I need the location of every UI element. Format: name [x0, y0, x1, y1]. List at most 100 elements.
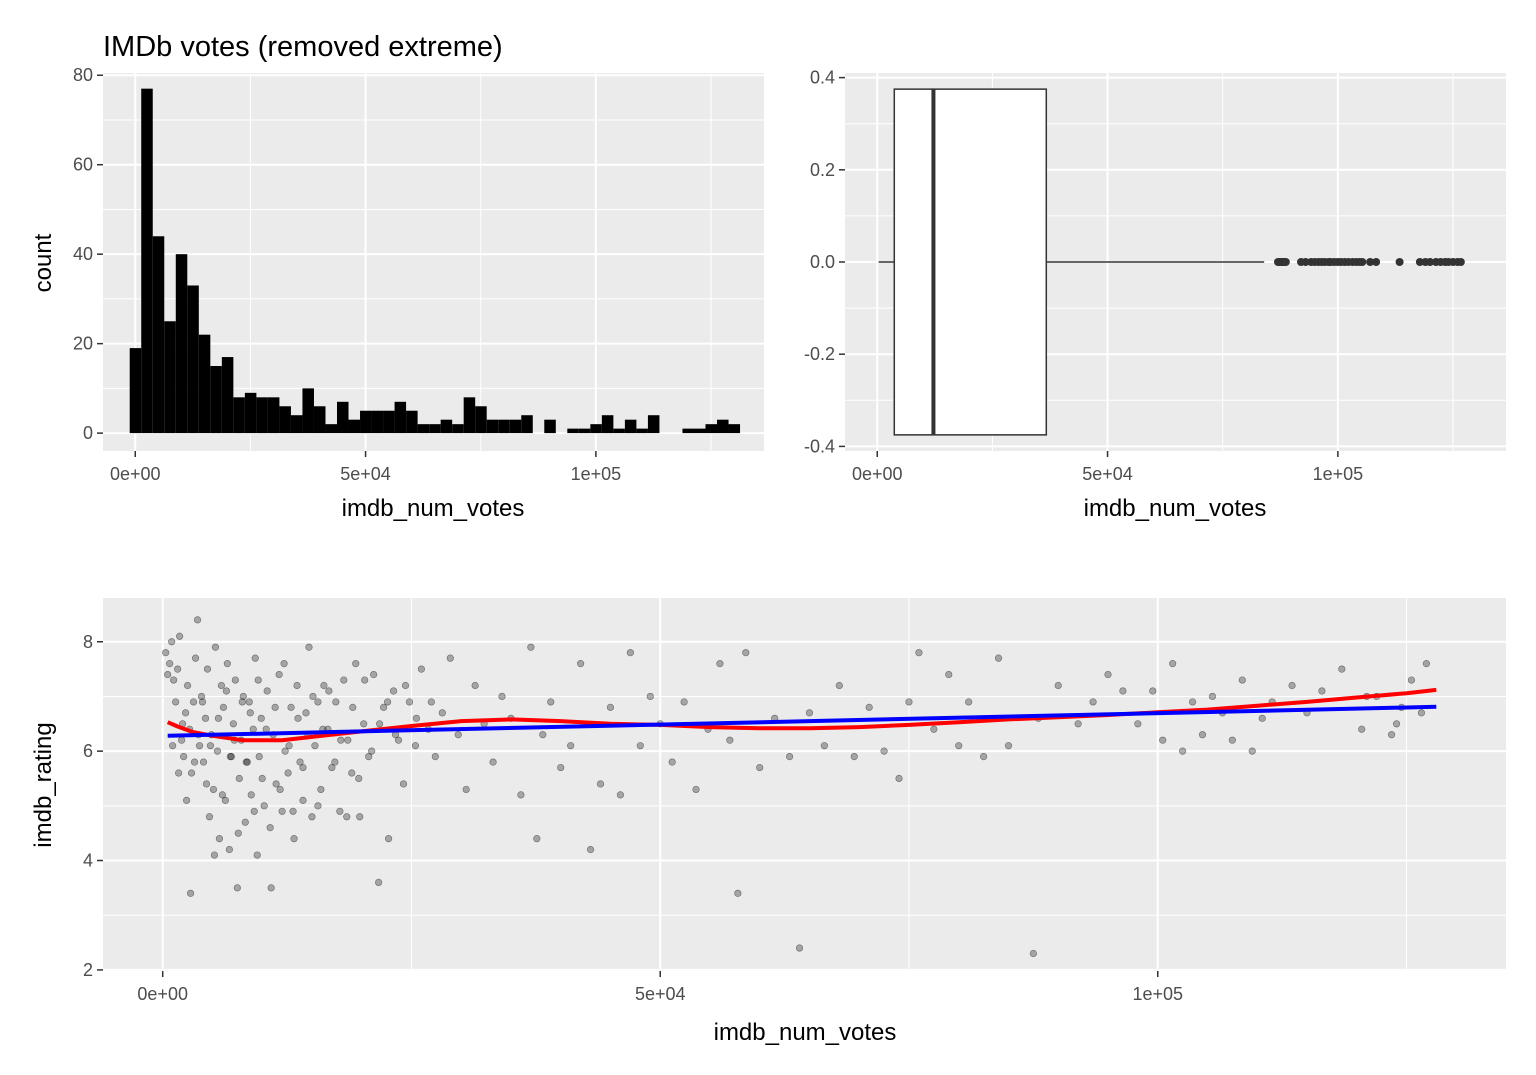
scatter-point — [328, 763, 336, 772]
y-tick-label: 0.0 — [810, 252, 835, 272]
scatter-point — [233, 884, 241, 892]
histogram-bar — [383, 410, 395, 434]
scatter-major-gridlines — [103, 598, 1506, 971]
outlier-point — [1395, 258, 1404, 266]
scatter-panel: 2 4 6 8 0e+00 5e+04 1e+05 imdb_num_votes imdb… — [30, 598, 1506, 1046]
scatter-point — [239, 692, 247, 701]
scatter-point — [166, 660, 174, 668]
outlier-point — [1415, 258, 1424, 266]
scatter-point — [383, 698, 392, 706]
scatter-point — [348, 769, 356, 777]
scatter-point — [1338, 665, 1346, 673]
histogram-bar — [440, 419, 453, 434]
x-tick-label: 1e+05 — [1313, 464, 1364, 484]
histogram-bar — [244, 392, 257, 434]
scatter-point — [539, 731, 547, 739]
boxplot-y-ticks: -0.4 -0.2 0.0 0.2 0.4 — [804, 68, 845, 456]
scatter-point — [344, 736, 352, 744]
outlier-point — [1358, 258, 1367, 266]
scatter-point — [302, 709, 310, 717]
histogram-bar — [509, 419, 522, 434]
y-tick-label: 0.2 — [810, 160, 835, 180]
scatter-point — [249, 725, 257, 733]
scatter-point — [446, 654, 454, 662]
scatter-point — [668, 758, 676, 766]
histogram-bars — [129, 88, 741, 434]
histogram-bar — [129, 348, 142, 434]
histogram-minor-gridlines — [103, 73, 764, 451]
scatter-point — [915, 649, 923, 657]
scatter-point — [214, 714, 223, 722]
scatter-point — [489, 758, 497, 766]
scatter-point — [726, 736, 734, 744]
y-tick-label: 6 — [83, 741, 93, 761]
y-tick-label: 80 — [73, 65, 93, 85]
histogram-y-axis-title: count — [30, 233, 57, 292]
scatter-point — [376, 720, 384, 728]
scatter-point — [360, 720, 368, 728]
scatter-point — [231, 676, 239, 684]
scatter-smooth-lines — [166, 687, 1437, 743]
scatter-point — [394, 736, 403, 744]
scatter-point — [226, 753, 234, 761]
scatter-point — [222, 687, 230, 695]
scatter-point — [1318, 687, 1326, 695]
scatter-point — [255, 753, 263, 761]
histogram-bar — [221, 357, 234, 434]
scatter-point — [206, 742, 215, 750]
y-tick-label: -0.2 — [804, 344, 835, 364]
scatter-point — [164, 670, 172, 679]
histogram-bar — [175, 254, 188, 434]
scatter-point — [325, 687, 333, 695]
histogram-bar — [578, 428, 591, 434]
histogram-bar — [475, 406, 487, 434]
scatter-point — [1288, 681, 1296, 690]
histogram-bar — [141, 88, 153, 434]
scatter-point — [243, 758, 251, 766]
x-tick-label: 5e+04 — [340, 464, 391, 484]
y-tick-label: 20 — [73, 334, 93, 354]
scatter-point — [384, 835, 393, 843]
scatter-point — [352, 660, 360, 668]
scatter-point — [454, 731, 462, 739]
histogram-bar — [336, 401, 349, 434]
histogram-bar — [152, 236, 165, 434]
scatter-point — [716, 660, 724, 668]
scatter-point — [169, 742, 177, 750]
scatter-point — [293, 681, 301, 690]
scatter-point — [626, 649, 634, 657]
histogram-bar — [325, 424, 337, 434]
scatter-point — [646, 692, 654, 701]
scatter-point — [203, 665, 212, 673]
scatter-point — [431, 753, 439, 761]
scatter-point — [308, 813, 316, 821]
scatter-point — [280, 660, 288, 668]
scatter-point — [361, 676, 369, 684]
scatter-point — [1188, 698, 1197, 706]
scatter-point — [930, 725, 938, 733]
scatter-point — [340, 676, 348, 684]
scatter-x-ticks: 0e+00 5e+04 1e+05 — [137, 971, 1183, 1004]
scatter-point — [417, 665, 426, 673]
histogram-bar — [290, 415, 303, 434]
scatter-point — [172, 698, 180, 706]
iqr-box — [893, 88, 1048, 436]
scatter-point — [242, 758, 250, 766]
scatter-point — [215, 835, 224, 843]
scatter-point — [1074, 720, 1082, 728]
histogram-bar — [233, 397, 245, 434]
histogram-bar — [624, 419, 637, 434]
scatter-point — [176, 632, 184, 640]
scatter-point — [368, 747, 376, 755]
scatter-point — [1387, 731, 1396, 739]
scatter-point — [355, 774, 363, 783]
scatter-point — [296, 758, 304, 766]
scatter-point — [795, 944, 804, 952]
histogram-bar — [394, 401, 407, 434]
histogram-bar — [682, 428, 694, 434]
x-tick-label: 0e+00 — [137, 984, 188, 1004]
scatter-point — [1089, 698, 1097, 706]
histogram-bar — [636, 428, 648, 434]
scatter-point — [314, 802, 322, 810]
scatter-point — [380, 703, 388, 711]
